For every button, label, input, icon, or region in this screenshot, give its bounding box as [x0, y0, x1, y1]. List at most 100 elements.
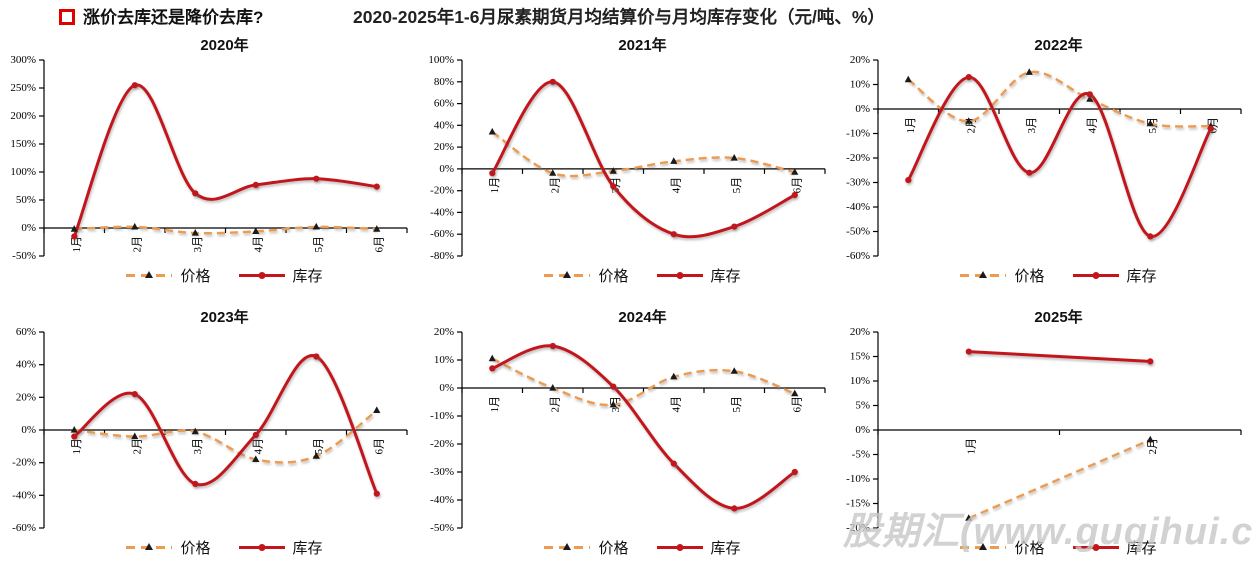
circle-marker-icon	[676, 543, 683, 551]
price-marker	[373, 406, 381, 413]
price-marker	[670, 372, 678, 380]
svg-text:15%: 15%	[850, 351, 870, 363]
svg-text:0%: 0%	[439, 382, 454, 394]
inventory-marker	[71, 233, 78, 240]
price-marker	[131, 432, 139, 440]
month-label: 1月	[489, 396, 501, 413]
inventory-solid-line-icon	[1072, 543, 1119, 551]
triangle-marker-icon	[145, 270, 154, 278]
chart-legend: 价格 库存	[834, 536, 1251, 558]
svg-text:300%: 300%	[10, 54, 36, 66]
month-label: 6月	[791, 177, 803, 194]
inventory-marker	[252, 181, 259, 188]
chart-2024: 2024年 20% 10% 0% -10% -20% -30% -40% -50% 1月 2月 3月…	[418, 306, 835, 558]
price-line	[491, 357, 796, 407]
svg-text:-15%: -15%	[846, 498, 870, 510]
inventory-marker	[670, 231, 677, 238]
circle-marker-icon	[676, 271, 683, 279]
svg-text:0%: 0%	[21, 424, 36, 436]
inventory-marker	[313, 353, 320, 360]
chart-legend: 价格 库存	[0, 264, 417, 286]
chart-2020-plot: 300% 250% 200% 150% 100% 50% 0% -50% 1月 2月 3月 4月 5月 6…	[10, 54, 408, 262]
inventory-marker	[313, 175, 320, 182]
legend-item-inventory: 库存	[238, 537, 323, 558]
svg-text:-50%: -50%	[430, 522, 454, 534]
price-marker	[373, 225, 381, 232]
chart-2024-plot: 20%10%0%-10%-20%-30%-40%-50%1月 2月 3月 4月 5月 6月	[430, 326, 826, 534]
svg-text:50%: 50%	[16, 194, 36, 206]
month-label: 3月	[192, 438, 204, 455]
svg-text:-30%: -30%	[430, 466, 454, 478]
svg-text:-50%: -50%	[12, 250, 36, 262]
price-marker	[191, 229, 199, 236]
price-marker	[131, 222, 139, 230]
price-marker	[1086, 95, 1094, 102]
legend-label-price: 价格	[598, 267, 629, 285]
inventory-marker	[1086, 91, 1093, 98]
month-label: 1月	[489, 177, 501, 194]
svg-text:250%: 250%	[10, 82, 36, 94]
svg-text:-20%: -20%	[12, 457, 36, 469]
chart-title-2022: 2022年	[1034, 37, 1083, 54]
legend-label-price: 价格	[180, 539, 211, 557]
chart-title-2024: 2024年	[618, 309, 667, 326]
inventory-marker	[192, 190, 199, 197]
inventory-solid-line-icon	[238, 271, 285, 279]
month-label: 2月	[549, 396, 561, 413]
inventory-marker	[610, 183, 617, 190]
legend-label-inventory: 库存	[1126, 539, 1157, 557]
month-label: 5月	[313, 236, 325, 253]
price-marker	[670, 157, 678, 164]
svg-text:10%: 10%	[434, 354, 454, 366]
legend-item-inventory: 库存	[656, 537, 741, 558]
svg-text:20%: 20%	[434, 141, 454, 153]
price-line	[907, 70, 1211, 128]
legend-label-price: 价格	[180, 267, 211, 285]
price-marker	[791, 389, 799, 397]
inventory-line	[906, 75, 1213, 238]
month-label: 2月	[549, 177, 561, 194]
svg-text:60%: 60%	[434, 98, 454, 110]
inventory-marker	[373, 490, 380, 497]
inventory-line	[491, 80, 796, 239]
inventory-marker	[71, 433, 78, 440]
legend-item-inventory: 库存	[238, 265, 323, 286]
price-dashed-line-icon	[126, 270, 173, 278]
inventory-marker	[610, 383, 617, 390]
inventory-marker	[1147, 233, 1154, 240]
chart-legend: 价格 库存	[834, 264, 1251, 286]
chart-title-2023: 2023年	[200, 309, 249, 326]
legend-item-price: 价格	[126, 265, 211, 286]
svg-text:-80%: -80%	[430, 250, 454, 262]
svg-text:5%: 5%	[855, 400, 870, 412]
triangle-marker-icon	[145, 542, 154, 550]
svg-text:-60%: -60%	[846, 250, 870, 262]
month-label: 4月	[252, 438, 264, 455]
inventory-solid-line-icon	[238, 543, 285, 551]
legend-item-price: 价格	[960, 265, 1045, 286]
inventory-line	[72, 83, 377, 237]
price-dashed-line-icon	[960, 270, 1007, 278]
legend-item-price: 价格	[544, 537, 629, 558]
svg-text:20%: 20%	[434, 326, 454, 338]
price-marker	[965, 514, 973, 521]
svg-text:-60%: -60%	[430, 228, 454, 240]
chart-title-2025: 2025年	[1034, 309, 1083, 326]
inventory-marker	[791, 191, 798, 199]
inventory-marker	[905, 177, 912, 184]
month-label: 3月	[1026, 117, 1038, 134]
triangle-marker-icon	[979, 270, 988, 278]
price-line	[74, 409, 378, 464]
svg-text:0%: 0%	[855, 424, 870, 436]
price-marker	[252, 455, 260, 462]
inventory-line	[968, 350, 1151, 363]
legend-label-price: 价格	[598, 539, 629, 557]
price-marker	[252, 227, 260, 234]
svg-text:40%: 40%	[434, 119, 454, 131]
inventory-marker	[1026, 169, 1033, 176]
svg-text:-20%: -20%	[430, 438, 454, 450]
price-marker	[1025, 68, 1033, 75]
inventory-line	[491, 344, 796, 510]
price-marker	[549, 384, 557, 391]
month-label: 5月	[731, 177, 743, 194]
